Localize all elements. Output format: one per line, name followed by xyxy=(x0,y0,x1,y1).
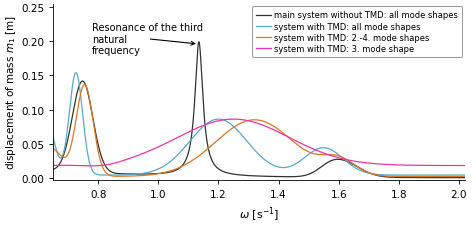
system with TMD: all mode shapes: (0.726, 0.154): all mode shapes: (0.726, 0.154) xyxy=(73,72,79,75)
system with TMD: 3. mode shape: (2.02, 0.018): 3. mode shape: (2.02, 0.018) xyxy=(462,164,468,167)
system with TMD: 2.-4. mode shapes: (1.17, 0.0461): 2.-4. mode shapes: (1.17, 0.0461) xyxy=(208,145,213,148)
main system without TMD: all mode shapes: (2.02, 0.000228): all mode shapes: (2.02, 0.000228) xyxy=(462,176,468,179)
system with TMD: all mode shapes: (1.67, 0.0108): all mode shapes: (1.67, 0.0108) xyxy=(358,169,363,172)
system with TMD: all mode shapes: (1.78, 0.00409): all mode shapes: (1.78, 0.00409) xyxy=(389,174,395,177)
system with TMD: 2.-4. mode shapes: (1.47, 0.0454): 2.-4. mode shapes: (1.47, 0.0454) xyxy=(297,146,303,148)
main system without TMD: all mode shapes: (0.899, 0.00565): all mode shapes: (0.899, 0.00565) xyxy=(125,173,131,175)
system with TMD: 3. mode shape: (1.54, 0.0377): 3. mode shape: (1.54, 0.0377) xyxy=(318,151,324,154)
system with TMD: all mode shapes: (1.17, 0.0829): all mode shapes: (1.17, 0.0829) xyxy=(208,120,213,123)
Line: system with TMD: all mode shapes: system with TMD: all mode shapes xyxy=(53,73,465,175)
system with TMD: all mode shapes: (0.65, 0.0588): all mode shapes: (0.65, 0.0588) xyxy=(50,137,56,139)
main system without TMD: all mode shapes: (1.17, 0.0308): all mode shapes: (1.17, 0.0308) xyxy=(208,156,213,158)
main system without TMD: all mode shapes: (1.47, 0.00232): all mode shapes: (1.47, 0.00232) xyxy=(297,175,303,178)
system with TMD: 2.-4. mode shapes: (1.67, 0.0133): 2.-4. mode shapes: (1.67, 0.0133) xyxy=(358,168,363,170)
system with TMD: all mode shapes: (1.47, 0.0248): all mode shapes: (1.47, 0.0248) xyxy=(297,160,303,163)
system with TMD: 2.-4. mode shapes: (0.899, 0.00244): 2.-4. mode shapes: (0.899, 0.00244) xyxy=(125,175,131,178)
Legend: main system without TMD: all mode shapes, system with TMD: all mode shapes, syst: main system without TMD: all mode shapes… xyxy=(252,7,463,58)
system with TMD: 2.-4. mode shapes: (1.78, 0.0023): 2.-4. mode shapes: (1.78, 0.0023) xyxy=(389,175,395,178)
system with TMD: 2.-4. mode shapes: (2.02, 0.002): 2.-4. mode shapes: (2.02, 0.002) xyxy=(462,175,468,178)
system with TMD: 3. mode shape: (1.78, 0.0192): 3. mode shape: (1.78, 0.0192) xyxy=(389,164,395,166)
system with TMD: 3. mode shape: (0.899, 0.0276): 3. mode shape: (0.899, 0.0276) xyxy=(125,158,131,161)
system with TMD: 3. mode shape: (1.17, 0.0805): 3. mode shape: (1.17, 0.0805) xyxy=(208,122,213,125)
system with TMD: 3. mode shape: (1.67, 0.023): 3. mode shape: (1.67, 0.023) xyxy=(358,161,363,164)
system with TMD: 3. mode shape: (1.47, 0.0511): 3. mode shape: (1.47, 0.0511) xyxy=(297,142,303,145)
main system without TMD: all mode shapes: (1.54, 0.0159): all mode shapes: (1.54, 0.0159) xyxy=(318,166,324,169)
main system without TMD: all mode shapes: (1.67, 0.0137): all mode shapes: (1.67, 0.0137) xyxy=(358,167,363,170)
Y-axis label: displacement of mass $m_1$ [m]: displacement of mass $m_1$ [m] xyxy=(4,15,18,169)
system with TMD: 2.-4. mode shapes: (1.54, 0.0339): 2.-4. mode shapes: (1.54, 0.0339) xyxy=(318,154,324,156)
main system without TMD: all mode shapes: (0.65, 0.0123): all mode shapes: (0.65, 0.0123) xyxy=(50,168,56,171)
system with TMD: 3. mode shape: (1.25, 0.086): 3. mode shape: (1.25, 0.086) xyxy=(231,118,236,121)
system with TMD: all mode shapes: (2.02, 0.004): all mode shapes: (2.02, 0.004) xyxy=(462,174,468,177)
main system without TMD: all mode shapes: (1.14, 0.199): all mode shapes: (1.14, 0.199) xyxy=(196,41,202,44)
system with TMD: 2.-4. mode shapes: (0.65, 0.0428): 2.-4. mode shapes: (0.65, 0.0428) xyxy=(50,148,56,150)
Line: system with TMD: 2.-4. mode shapes: system with TMD: 2.-4. mode shapes xyxy=(53,85,465,177)
system with TMD: all mode shapes: (1.54, 0.0438): all mode shapes: (1.54, 0.0438) xyxy=(318,147,324,150)
main system without TMD: all mode shapes: (1.78, 0.000809): all mode shapes: (1.78, 0.000809) xyxy=(389,176,395,179)
system with TMD: 3. mode shape: (0.65, 0.0183): 3. mode shape: (0.65, 0.0183) xyxy=(50,164,56,167)
system with TMD: 2.-4. mode shapes: (0.755, 0.137): 2.-4. mode shapes: (0.755, 0.137) xyxy=(82,84,87,86)
system with TMD: all mode shapes: (0.899, 0.00454): all mode shapes: (0.899, 0.00454) xyxy=(125,174,131,176)
Line: main system without TMD: all mode shapes: main system without TMD: all mode shapes xyxy=(53,43,465,178)
X-axis label: $\omega$ [s$^{-1}$]: $\omega$ [s$^{-1}$] xyxy=(239,205,279,223)
Line: system with TMD: 3. mode shape: system with TMD: 3. mode shape xyxy=(53,120,465,166)
Text: Resonance of the third
natural
frequency: Resonance of the third natural frequency xyxy=(92,23,203,56)
system with TMD: 3. mode shape: (0.778, 0.0175): 3. mode shape: (0.778, 0.0175) xyxy=(89,165,94,168)
